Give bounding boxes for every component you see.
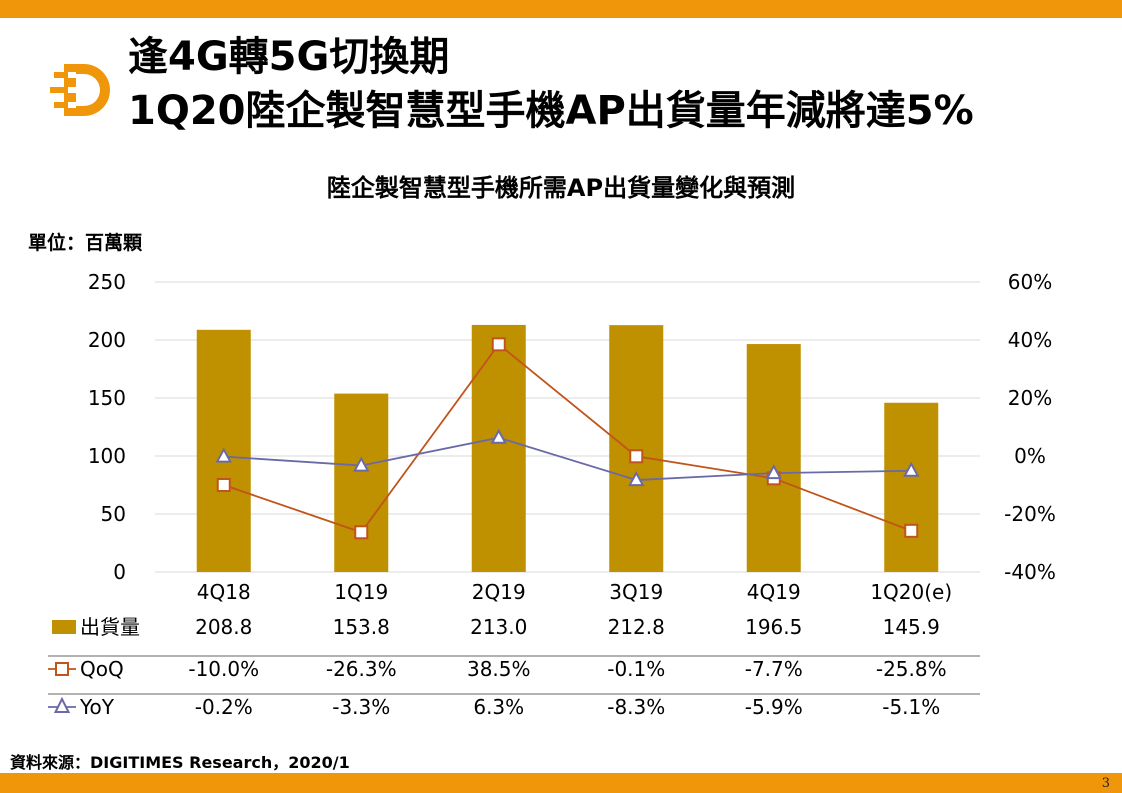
x-axis-tick-label: 1Q20(e) [870,580,952,604]
data-table-cell: 153.8 [333,615,390,639]
bar-shipment [334,393,389,572]
yoy-point [903,461,920,477]
data-table-cell: 38.5% [467,657,531,681]
data-table-cell: -0.1% [607,657,665,681]
qoq-point [491,337,506,352]
data-table-cell: -5.1% [882,695,940,719]
data-table-cell: 196.5 [745,615,802,639]
left-axis-tick-label: 200 [88,328,126,352]
right-axis-tick-label: 60% [1008,270,1052,294]
legend-key-qoq-marker [55,662,69,676]
qoq-point [354,525,369,540]
left-axis-tick-label: 50 [101,502,126,526]
right-axis-tick-label: 0% [1014,444,1046,468]
top-accent-bar [0,0,1122,18]
right-axis-tick-label: 20% [1008,386,1052,410]
left-axis-tick-label: 100 [88,444,126,468]
left-axis-tick-label: 0 [113,560,126,584]
right-axis-tick-label: -40% [1004,560,1056,584]
x-axis-tick-label: 3Q19 [609,580,663,604]
data-table-cell: -3.3% [332,695,390,719]
qoq-point [904,523,919,538]
data-table-cell: 213.0 [470,615,527,639]
qoq-line [223,343,912,534]
x-axis-tick-label: 1Q19 [334,580,388,604]
data-table-cell: -10.0% [188,657,259,681]
unit-label: 單位：百萬顆 [28,232,143,254]
bottom-accent-bar [0,773,1122,793]
x-axis-tick-label: 4Q18 [197,580,251,604]
data-table-cell: -26.3% [326,657,397,681]
x-axis-tick-label: 2Q19 [472,580,526,604]
digitimes-logo-icon [50,64,110,116]
legend-key-yoy-marker [53,696,71,713]
right-axis-tick-label: 40% [1008,328,1052,352]
legend-label: QoQ [80,657,124,681]
data-table-cell: 6.3% [473,695,524,719]
bar-shipment [471,324,526,572]
legend-label: YoY [79,695,115,719]
qoq-point [629,449,644,464]
data-table-cell: -7.7% [745,657,803,681]
right-axis-tick-label: -20% [1004,502,1056,526]
yoy-point [490,428,507,444]
x-axis-tick-label: 4Q19 [747,580,801,604]
bar-shipment [884,402,939,572]
data-table-cell: -25.8% [876,657,947,681]
data-table-cell: -8.3% [607,695,665,719]
yoy-point [353,456,370,472]
yoy-point [765,464,782,480]
yoy-line [223,436,912,481]
chart-canvas: 0 50 100 150 200 250 -40% -20% 0% 20% 40% 60% 4Q18 1Q… [48,270,1056,719]
data-table-cell: 145.9 [883,615,940,639]
chart-title: 陸企製智慧型手機所需AP出貨量變化與預測 [326,174,796,202]
data-table-cell: 208.8 [195,615,252,639]
data-table-cell: -5.9% [745,695,803,719]
qoq-point [216,478,231,492]
data-table-cell: 212.8 [608,615,665,639]
bar-shipment [609,325,664,572]
title-line-2: 1Q20陸企製智慧型手機AP出貨量年減將達5% [128,88,974,134]
title-line-1: 逢4G轉5G切換期 [128,34,450,80]
yoy-point [628,470,645,487]
data-table-cell: -0.2% [195,695,253,719]
bar-shipment [746,344,801,572]
source-note: 資料來源：DIGITIMES Research，2020/1 [10,753,350,772]
left-axis-tick-label: 150 [88,386,126,410]
left-axis-tick-label: 250 [88,270,126,294]
yoy-point [215,447,232,463]
page-number: 3 [1101,776,1110,791]
legend-key-shipment [52,620,76,634]
page-title: 逢4G轉5G切換期 1Q20陸企製智慧型手機AP出貨量年減將達5% [128,30,974,138]
legend-label: 出貨量 [80,615,140,639]
